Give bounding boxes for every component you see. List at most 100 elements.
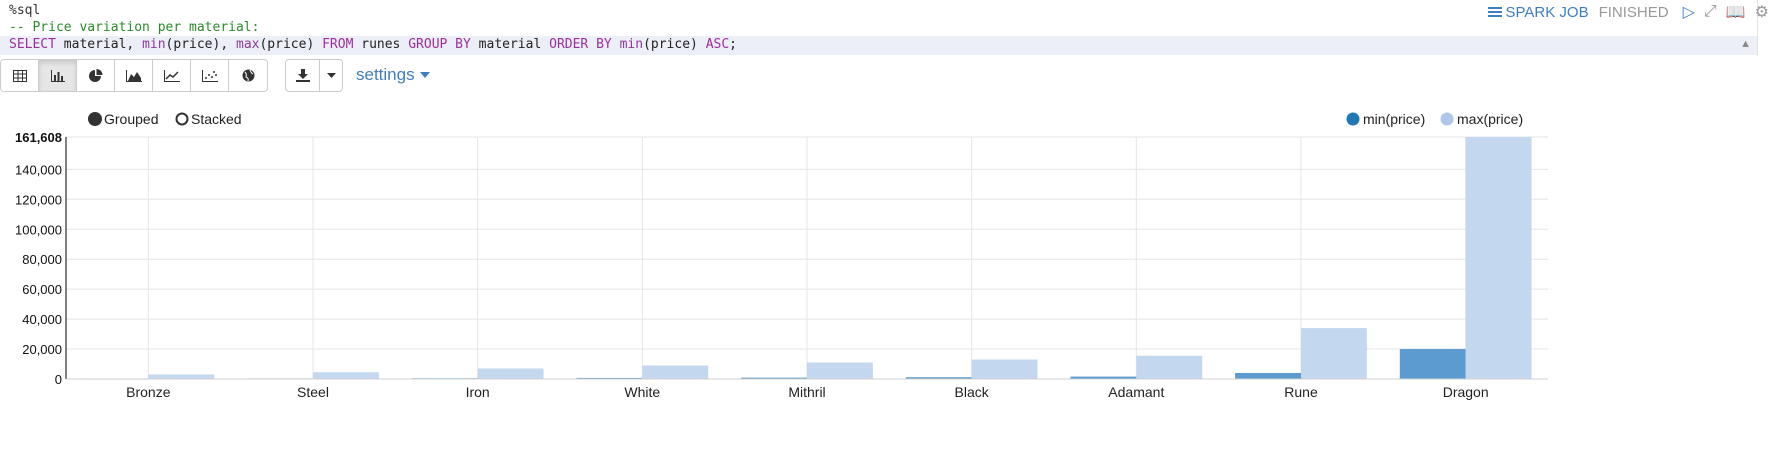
x-tick-label: Adamant (1108, 384, 1164, 400)
settings-toggle[interactable]: settings (356, 65, 430, 85)
y-axis: 0 20,000 40,000 60,000 80,000 100,000 120,000 1… (15, 130, 67, 387)
bar-minprice-mithril[interactable] (741, 377, 807, 379)
tasks-icon (1487, 6, 1502, 18)
pie-chart-icon (88, 68, 102, 82)
x-tick-label: Mithril (788, 384, 825, 400)
bar-minprice-black[interactable] (905, 377, 972, 379)
map-view-button[interactable] (229, 60, 267, 91)
settings-label: settings (356, 65, 415, 84)
bar-maxprice-white[interactable] (642, 365, 709, 379)
table-icon (12, 69, 27, 82)
sql-keyword: FROM (322, 37, 354, 52)
stacked-radio[interactable]: Stacked (175, 111, 242, 127)
bar-maxprice-adamant[interactable] (1136, 355, 1203, 379)
bar-maxprice-bronze[interactable] (148, 374, 215, 379)
status-text: FINISHED (1598, 3, 1669, 21)
sql-function: min (619, 37, 644, 52)
download-icon (295, 69, 310, 82)
x-tick-label: White (624, 384, 660, 400)
bar-maxprice-steel[interactable] (313, 372, 379, 379)
sql-text: material (470, 37, 550, 52)
sql-text: (price) (643, 37, 706, 52)
y-tick-label: 60,000 (22, 282, 62, 297)
sql-keyword: ORDER BY (549, 37, 612, 52)
x-axis: Bronze Steel Iron White Mithril Black Adamant R… (66, 378, 1548, 400)
grouped-label: Grouped (104, 111, 158, 127)
scatter-chart-icon (201, 69, 218, 82)
collapse-icon[interactable]: ⤢ (1703, 3, 1717, 20)
line-chart-icon (163, 69, 180, 82)
code-line-comment: -- Price variation per material: (9, 20, 260, 35)
bar-chart-view-button[interactable] (39, 60, 77, 91)
editor-scrollbar-track (1757, 0, 1758, 56)
chart-legend: min(price) max(price) (1346, 111, 1524, 127)
x-tick-label: Bronze (126, 384, 171, 400)
table-view-button[interactable] (1, 60, 39, 91)
stacked-label: Stacked (191, 111, 242, 127)
chevron-down-icon (326, 73, 336, 78)
x-tick-label: Iron (466, 384, 490, 400)
bar-maxprice-mithril[interactable] (807, 362, 873, 379)
bar-maxprice-rune[interactable] (1301, 328, 1367, 379)
bar-maxprice-iron[interactable] (477, 368, 544, 379)
line-chart-view-button[interactable] (153, 60, 191, 91)
x-tick-label: Steel (297, 384, 329, 400)
sql-function: min (142, 37, 166, 52)
bar-minprice-dragon[interactable] (1399, 349, 1466, 379)
chart-mode-controls: Grouped Stacked (88, 111, 242, 127)
download-button[interactable] (286, 60, 320, 91)
grouped-radio[interactable]: Grouped (88, 111, 158, 127)
legend-label: max(price) (1457, 111, 1523, 127)
scatter-chart-view-button[interactable] (191, 60, 229, 91)
sql-keyword: GROUP BY (408, 37, 471, 52)
y-tick-label: 120,000 (15, 192, 62, 207)
area-chart-icon (125, 69, 142, 82)
visualization-buttons (0, 59, 268, 92)
legend-item[interactable]: max(price) (1440, 111, 1524, 127)
bar-chart: Grouped Stacked min(price) max(price) 0 20… (15, 111, 1548, 400)
legend-swatch (1346, 112, 1360, 126)
run-icon[interactable]: ▷ (1682, 4, 1695, 21)
sql-keyword: SELECT (9, 37, 56, 52)
y-tick-label: 100,000 (15, 222, 62, 237)
bar-maxprice-dragon[interactable] (1465, 137, 1532, 379)
y-tick-label: 40,000 (22, 312, 62, 327)
download-format-dropdown[interactable] (320, 60, 342, 91)
gear-icon[interactable]: ⚙ (1754, 4, 1769, 21)
sql-text: (price), (165, 37, 236, 52)
book-icon[interactable]: 📖 (1725, 4, 1746, 21)
code-editor[interactable]: %sql -- Price variation per material: SE… (0, 0, 1758, 56)
bar-minprice-rune[interactable] (1235, 373, 1301, 379)
chart-bars (82, 137, 1532, 380)
y-tick-label: 0 (55, 372, 62, 387)
download-button-group (285, 59, 343, 92)
sql-text: ; (729, 37, 737, 52)
sql-text (612, 37, 620, 52)
x-tick-label: Black (955, 384, 990, 400)
bar-chart-icon (50, 69, 65, 82)
spark-job-link[interactable]: SPARK JOB (1487, 3, 1589, 21)
sql-function: max (236, 37, 260, 52)
grouped-radio-dot (88, 112, 102, 126)
legend-swatch (1440, 112, 1454, 126)
sql-keyword: ASC (705, 37, 730, 52)
legend-label: min(price) (1363, 111, 1425, 127)
code-line-query: SELECT material, min(price), max(price) … (0, 36, 1757, 55)
bar-maxprice-black[interactable] (971, 359, 1038, 379)
pie-chart-view-button[interactable] (77, 60, 115, 91)
globe-icon (242, 69, 254, 82)
y-tick-label: 80,000 (22, 252, 62, 267)
sql-text: (price) (259, 37, 323, 52)
legend-item[interactable]: min(price) (1346, 111, 1426, 127)
sql-text: runes (353, 37, 409, 52)
caret-down-icon (419, 72, 430, 78)
spark-job-label: SPARK JOB (1505, 3, 1589, 21)
paragraph-status-bar: SPARK JOB FINISHED ▷ ⤢ 📖 ⚙ (1487, 3, 1773, 21)
scroll-up-icon[interactable]: ▲ (1740, 38, 1751, 50)
area-chart-view-button[interactable] (115, 60, 153, 91)
bar-minprice-white[interactable] (576, 377, 643, 379)
y-tick-label: 20,000 (22, 342, 62, 357)
y-tick-label: 140,000 (15, 162, 62, 177)
bar-minprice-adamant[interactable] (1070, 376, 1137, 379)
y-tick-label: 161,608 (15, 130, 62, 145)
